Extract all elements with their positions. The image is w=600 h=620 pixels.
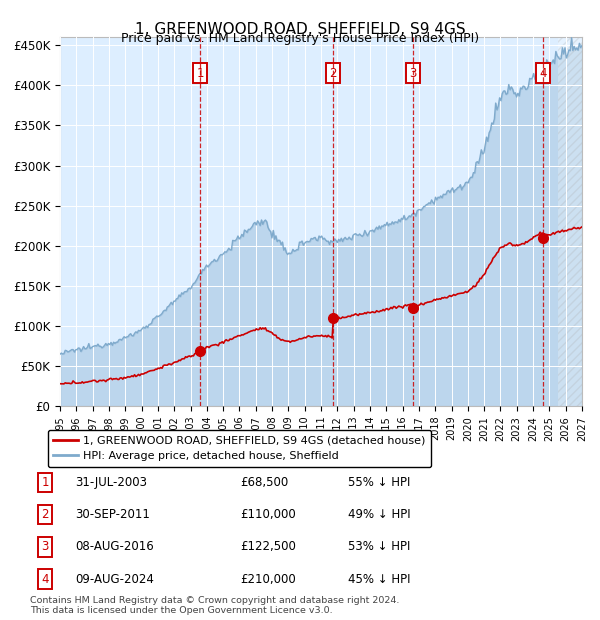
Text: 3: 3 <box>41 541 49 553</box>
Text: Contains HM Land Registry data © Crown copyright and database right 2024.
This d: Contains HM Land Registry data © Crown c… <box>30 596 400 615</box>
Text: 55% ↓ HPI: 55% ↓ HPI <box>348 476 410 489</box>
Text: £210,000: £210,000 <box>240 573 296 585</box>
Legend: 1, GREENWOOD ROAD, SHEFFIELD, S9 4GS (detached house), HPI: Average price, detac: 1, GREENWOOD ROAD, SHEFFIELD, S9 4GS (de… <box>47 430 431 467</box>
Text: Price paid vs. HM Land Registry's House Price Index (HPI): Price paid vs. HM Land Registry's House … <box>121 32 479 45</box>
Text: 2: 2 <box>329 67 337 80</box>
Text: 1, GREENWOOD ROAD, SHEFFIELD, S9 4GS: 1, GREENWOOD ROAD, SHEFFIELD, S9 4GS <box>134 22 466 37</box>
Text: £110,000: £110,000 <box>240 508 296 521</box>
Text: 4: 4 <box>539 67 547 80</box>
Text: 3: 3 <box>409 67 416 80</box>
Text: £68,500: £68,500 <box>240 476 288 489</box>
Text: 2: 2 <box>41 508 49 521</box>
Text: 4: 4 <box>41 573 49 585</box>
Text: 1: 1 <box>196 67 204 80</box>
Text: 08-AUG-2016: 08-AUG-2016 <box>75 541 154 553</box>
Text: 53% ↓ HPI: 53% ↓ HPI <box>348 541 410 553</box>
Text: 30-SEP-2011: 30-SEP-2011 <box>75 508 150 521</box>
Text: £122,500: £122,500 <box>240 541 296 553</box>
Text: 31-JUL-2003: 31-JUL-2003 <box>75 476 147 489</box>
Text: 1: 1 <box>41 476 49 489</box>
Text: 09-AUG-2024: 09-AUG-2024 <box>75 573 154 585</box>
Bar <box>557 37 582 406</box>
Text: 49% ↓ HPI: 49% ↓ HPI <box>348 508 410 521</box>
Text: 45% ↓ HPI: 45% ↓ HPI <box>348 573 410 585</box>
